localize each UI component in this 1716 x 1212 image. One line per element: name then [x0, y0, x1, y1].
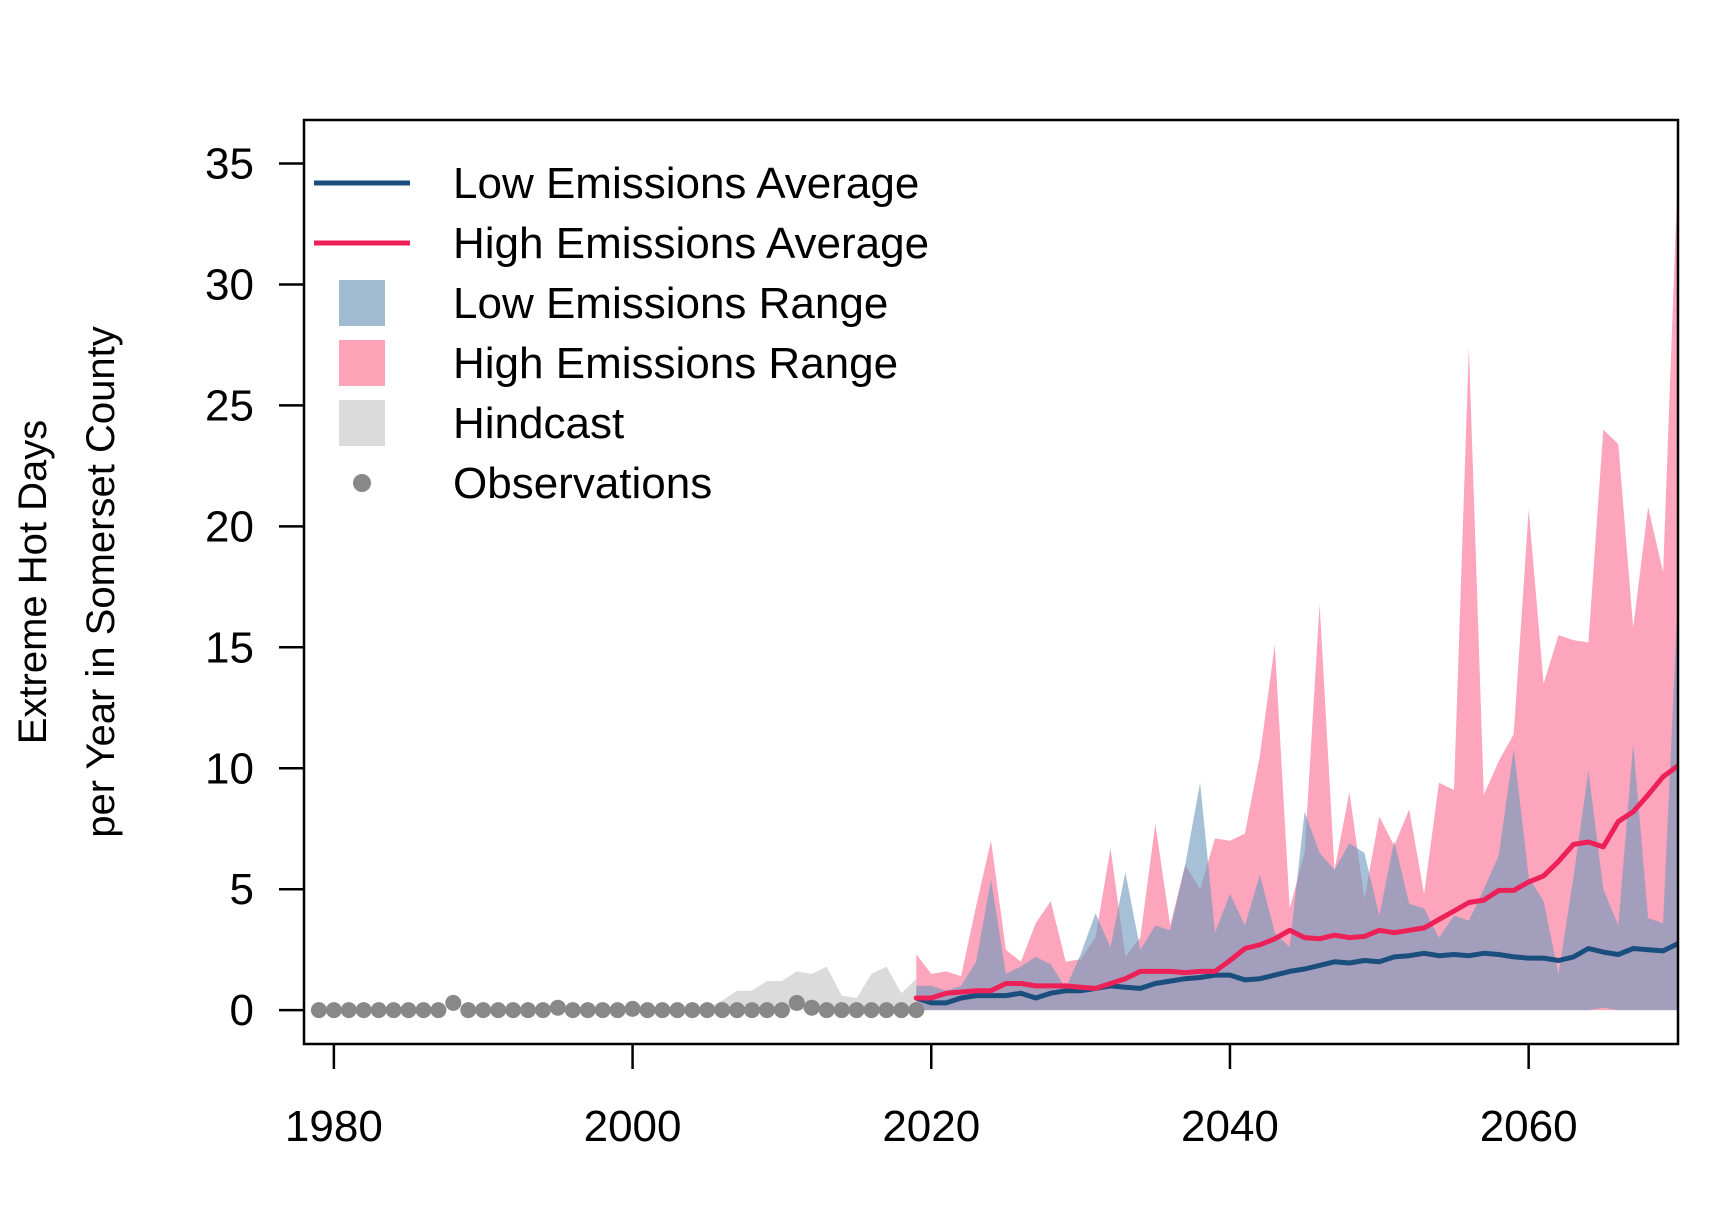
- legend-box-swatch: [339, 280, 385, 326]
- legend-item: High Emissions Range: [339, 339, 898, 388]
- y-tick-label: 30: [205, 260, 254, 309]
- observation-point: [714, 1002, 731, 1019]
- observation-point: [669, 1002, 686, 1019]
- legend-label: High Emissions Average: [453, 219, 929, 268]
- observation-point: [744, 1002, 760, 1019]
- observation-point: [579, 1002, 596, 1019]
- observation-point: [878, 1002, 895, 1019]
- observation-point: [609, 1002, 626, 1019]
- observation-point: [729, 1002, 746, 1019]
- legend-label: High Emissions Range: [453, 339, 898, 388]
- legend-point-swatch: [353, 474, 371, 492]
- observation-point: [908, 1002, 925, 1019]
- observation-point: [400, 1002, 417, 1019]
- observation-point: [520, 1002, 536, 1019]
- axes: 1980 2000 2020 2040 2060 0 5 10 15 20 25 30 35: [205, 140, 1578, 1151]
- observation-point: [549, 999, 566, 1016]
- y-axis-title: Extreme Hot Days per Year in Somerset Co…: [11, 326, 123, 837]
- plot-frame: [302, 118, 1680, 1046]
- y-tick-label: 35: [205, 140, 254, 189]
- observation-point: [370, 1002, 387, 1019]
- low-emissions-range-band: [916, 594, 1678, 1011]
- observation-point: [818, 1002, 835, 1019]
- observation-point: [773, 1002, 790, 1019]
- observation-point: [445, 994, 462, 1011]
- observation-point: [415, 1002, 432, 1019]
- y-tick-label: 10: [205, 744, 254, 793]
- legend-item: Hindcast: [339, 399, 624, 448]
- observation-point: [460, 1002, 477, 1019]
- x-tick-label: 2040: [1181, 1102, 1279, 1151]
- observation-point: [893, 1002, 910, 1019]
- observation-point: [340, 1002, 357, 1019]
- y-axis-title-line-1: Extreme Hot Days: [11, 420, 55, 745]
- x-tick-label: 2020: [882, 1102, 980, 1151]
- x-tick-label: 2000: [584, 1102, 682, 1151]
- legend-item: Low Emissions Average: [314, 159, 919, 208]
- y-tick-label: 5: [230, 865, 254, 914]
- observation-point: [788, 994, 805, 1011]
- hindcast-band: [707, 966, 917, 1011]
- legend-label: Observations: [453, 459, 712, 508]
- observation-point: [699, 1002, 716, 1019]
- legend-item: High Emissions Average: [314, 219, 929, 268]
- low-emissions-average-line: [913, 941, 1678, 1006]
- legend-box-swatch: [339, 340, 385, 386]
- legend-box-swatch: [339, 400, 385, 446]
- observation-point: [430, 1002, 447, 1019]
- observation-point: [759, 1002, 775, 1019]
- observation-point: [624, 1000, 641, 1017]
- observation-point: [639, 1002, 656, 1019]
- legend-label: Low Emissions Range: [453, 279, 888, 328]
- observation-point: [654, 1002, 671, 1019]
- high-emissions-range-band: [916, 166, 1678, 1011]
- y-tick-label: 25: [205, 381, 254, 430]
- observation-point: [564, 1002, 581, 1019]
- legend-item: Observations: [353, 459, 712, 508]
- observation-point: [475, 1002, 492, 1019]
- high-emissions-average-line: [913, 763, 1678, 1001]
- legend-item: Low Emissions Range: [339, 279, 888, 328]
- y-tick-label: 0: [230, 986, 254, 1035]
- observation-point: [385, 1002, 402, 1019]
- observation-point: [535, 1002, 551, 1019]
- legend: Low Emissions Average High Emissions Aver…: [314, 159, 929, 508]
- plot-area: [310, 166, 1678, 1019]
- observation-point: [848, 1002, 865, 1019]
- observation-point: [505, 1002, 522, 1019]
- y-tick-label: 15: [205, 623, 254, 672]
- observation-point: [684, 1002, 701, 1019]
- observation-point: [355, 1002, 372, 1019]
- observation-point: [833, 1002, 850, 1019]
- observation-point: [803, 999, 820, 1016]
- observation-point: [310, 1002, 327, 1019]
- x-tick-label: 2060: [1480, 1102, 1578, 1151]
- x-tick-label: 1980: [285, 1102, 383, 1151]
- observation-point: [594, 1002, 611, 1019]
- y-tick-label: 20: [205, 502, 254, 551]
- observation-point: [863, 1002, 880, 1019]
- y-axis-title-line-2: per Year in Somerset County: [79, 326, 123, 837]
- legend-label: Hindcast: [453, 399, 624, 448]
- observation-point: [325, 1002, 342, 1019]
- legend-label: Low Emissions Average: [453, 159, 919, 208]
- observation-point: [490, 1002, 507, 1019]
